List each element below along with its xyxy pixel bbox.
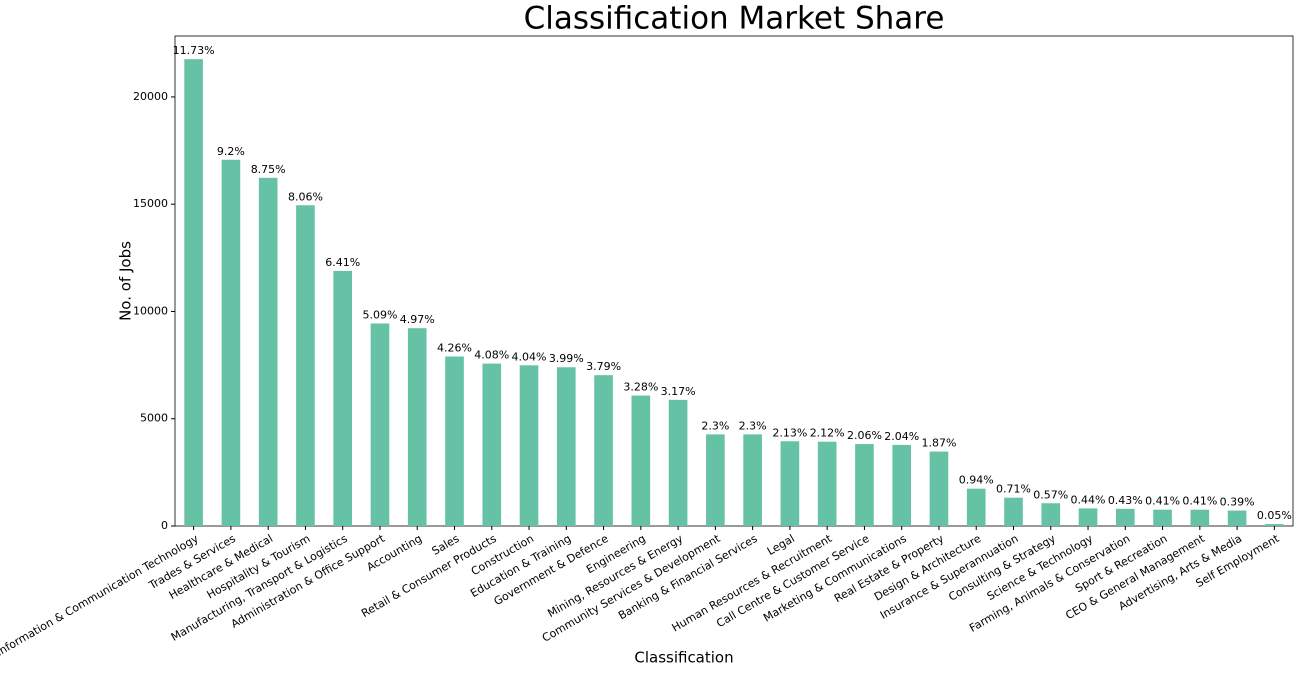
bar [1190, 509, 1210, 526]
bar [706, 434, 725, 526]
y-tick-label: 0 [161, 519, 168, 532]
bar [370, 323, 390, 526]
bar [631, 395, 651, 526]
data-label: 0.05% [1257, 509, 1292, 522]
bar [1265, 524, 1284, 526]
data-label: 4.04% [512, 350, 547, 363]
data-label: 4.97% [400, 313, 435, 326]
data-label: 11.73% [173, 44, 215, 57]
data-label: 2.13% [772, 426, 807, 439]
data-label: 4.26% [437, 342, 472, 355]
data-label: 8.75% [251, 163, 286, 176]
data-label: 2.3% [701, 419, 729, 432]
data-label: 0.39% [1220, 496, 1255, 509]
data-label: 2.12% [810, 427, 845, 440]
bar [1115, 508, 1135, 526]
x-axis-label: Classification [634, 649, 733, 667]
data-label: 0.57% [1033, 488, 1068, 501]
bar [556, 367, 576, 526]
data-label: 6.41% [325, 256, 360, 269]
data-label: 0.41% [1145, 495, 1180, 508]
data-label: 0.44% [1071, 493, 1106, 506]
y-tick-label: 10000 [133, 304, 168, 317]
y-tick-label: 5000 [140, 412, 168, 425]
data-label: 2.3% [739, 419, 767, 432]
y-tick-label: 20000 [133, 90, 168, 103]
bar [184, 59, 203, 527]
bar [1227, 510, 1247, 526]
bar [519, 365, 539, 526]
data-label: 5.09% [362, 308, 397, 321]
bar [407, 328, 427, 526]
bar [1004, 497, 1023, 526]
data-label: 0.71% [996, 483, 1031, 496]
data-label: 3.99% [549, 352, 584, 365]
bar [855, 444, 874, 526]
data-label: 9.2% [217, 145, 245, 158]
bar [892, 444, 912, 526]
y-axis-label: No. of Jobs [117, 241, 135, 321]
bar [333, 270, 353, 526]
bar [594, 375, 613, 526]
plot-frame [174, 35, 1294, 527]
data-label: 2.06% [847, 429, 882, 442]
data-label: 8.06% [288, 190, 323, 203]
data-label: 4.08% [474, 349, 509, 362]
bar [966, 488, 986, 526]
bar [258, 177, 278, 526]
data-label: 0.43% [1108, 494, 1143, 507]
bar [445, 356, 464, 526]
data-label: 3.79% [586, 360, 621, 373]
bar [1078, 508, 1098, 526]
bar [743, 434, 762, 526]
bar [929, 451, 949, 526]
y-tick-label: 15000 [133, 197, 168, 210]
bar [221, 159, 241, 526]
data-label: 0.41% [1182, 495, 1217, 508]
data-label: 3.28% [623, 381, 658, 394]
bar [780, 441, 800, 526]
bar [668, 399, 688, 526]
data-label: 1.87% [921, 437, 956, 450]
data-label: 3.17% [661, 385, 696, 398]
chart-title: Classification Market Share [524, 1, 945, 37]
bar [1041, 503, 1061, 526]
data-label: 2.04% [884, 430, 919, 443]
bar [1153, 509, 1172, 526]
data-label: 0.94% [959, 474, 994, 487]
bar [817, 441, 837, 526]
bar [482, 363, 502, 526]
bar [296, 205, 315, 526]
